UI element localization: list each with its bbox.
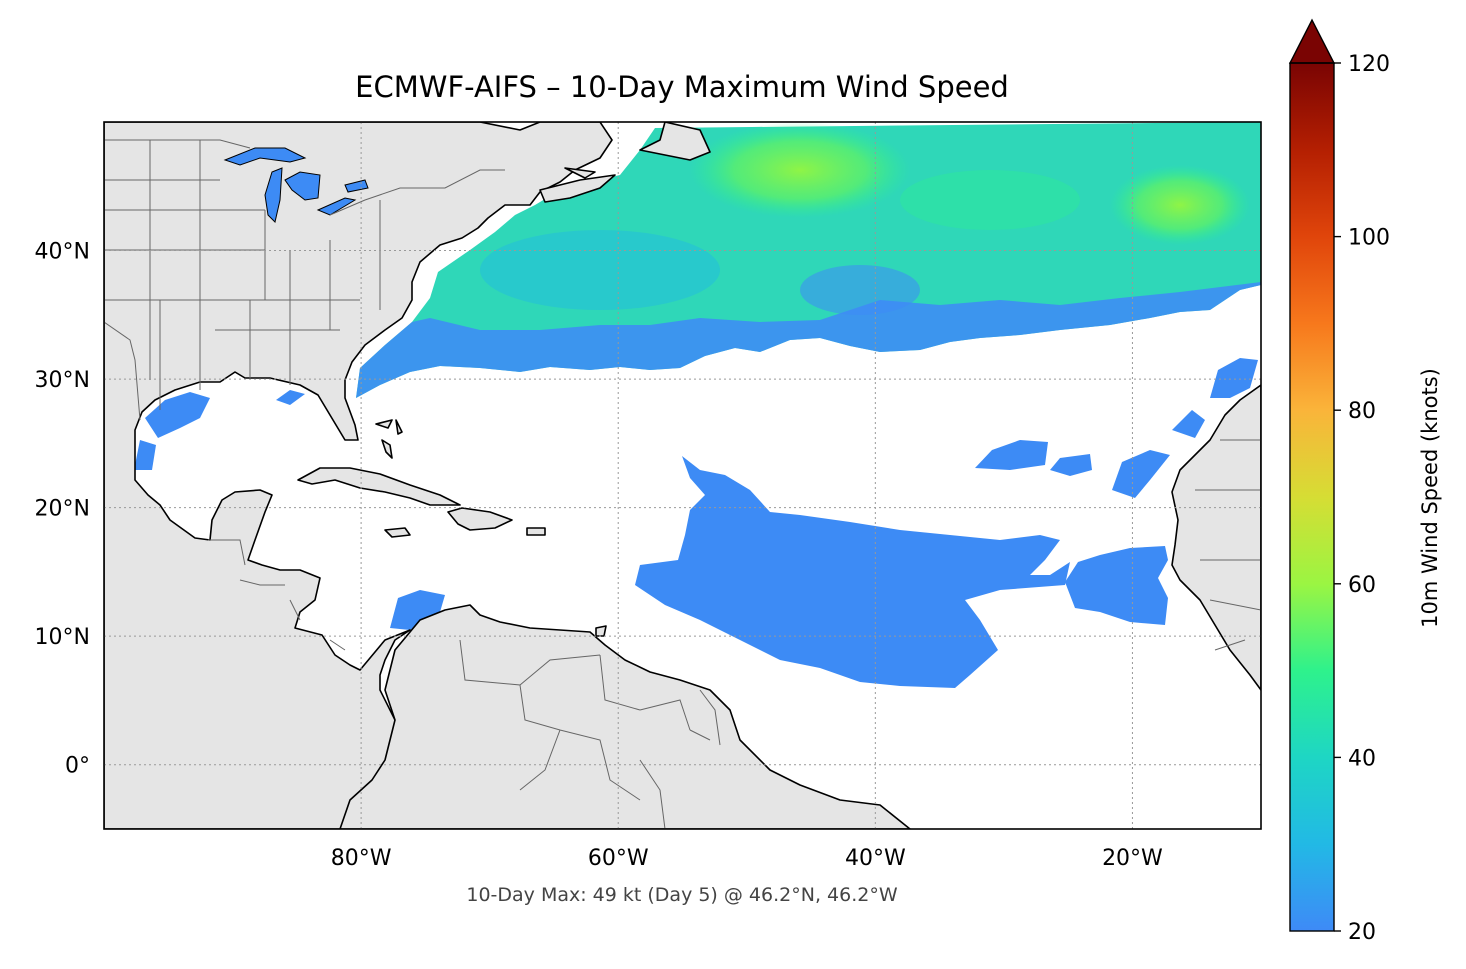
lat-tick-label: 20°N <box>35 497 90 522</box>
map-area <box>104 122 1261 829</box>
colorbar-tick-label: 20 <box>1348 920 1376 945</box>
north-america <box>104 122 613 829</box>
caribbean-wind-area <box>390 590 445 630</box>
lake-superior <box>223 147 307 166</box>
jamaica <box>384 527 411 538</box>
wind-patch-2 <box>1050 454 1092 476</box>
wind-patch-3 <box>1112 450 1170 498</box>
colorbar-extend-arrow <box>1288 18 1336 64</box>
bahamas-2 <box>381 439 393 459</box>
colorbar-tick-label: 60 <box>1348 573 1376 598</box>
wind-patch-5 <box>1210 358 1258 398</box>
newfoundland <box>639 122 711 161</box>
colorbar-label: 10m Wind Speed (knots) <box>1418 368 1442 628</box>
us-canada-border <box>104 139 505 216</box>
africa-borders <box>1195 439 1261 651</box>
colorbar-tick-label: 120 <box>1348 52 1390 77</box>
wind-patch-1 <box>975 440 1048 470</box>
colorbar-frame <box>1289 62 1335 932</box>
lat-tick-label: 30°N <box>35 368 90 393</box>
longitude-ticks: 80°W 60°W 40°W 20°W <box>331 846 1163 871</box>
prince-edward-island <box>564 167 596 179</box>
colorbar-ticks: 20 40 60 80 100 120 <box>1334 52 1390 945</box>
puerto-rico <box>526 527 546 536</box>
max-wind-caption: 10-Day Max: 49 kt (Day 5) @ 46.2°N, 46.2… <box>466 884 898 906</box>
gulf-wind-area <box>145 392 210 438</box>
colorbar-tick-label: 80 <box>1348 399 1376 424</box>
map-frame <box>103 121 1262 830</box>
colorbar-tick-label: 100 <box>1348 226 1390 251</box>
wind-peak-central <box>690 122 910 218</box>
central-tropical-wind-area <box>635 456 1070 688</box>
wind-lower-west <box>480 230 720 310</box>
colorbar-tick-label: 40 <box>1348 746 1376 771</box>
south-america <box>339 604 911 829</box>
north-atlantic-band-fringe <box>356 282 1261 398</box>
lon-tick-label: 60°W <box>588 846 649 871</box>
wind-peak-east <box>1110 165 1250 245</box>
lat-tick-label: 10°N <box>35 625 90 650</box>
lake-huron <box>284 171 321 201</box>
south-america-borders <box>459 639 721 829</box>
lat-tick-label: 0° <box>65 754 90 779</box>
east-tropical-wind-area <box>1065 546 1168 625</box>
central-america-borders <box>208 539 346 651</box>
hispaniola <box>447 507 513 531</box>
state-lines <box>104 140 381 410</box>
colorbar-gradient <box>1290 63 1334 931</box>
land <box>104 122 1261 829</box>
lake-ontario <box>344 179 369 193</box>
wind-patch-4 <box>1172 410 1205 438</box>
lon-tick-label: 40°W <box>845 846 906 871</box>
lon-tick-label: 20°W <box>1102 846 1163 871</box>
trinidad <box>595 625 607 637</box>
borders <box>104 139 1261 829</box>
bahamas-3 <box>395 419 403 435</box>
bahamas-1 <box>375 419 393 429</box>
lake-michigan <box>264 167 283 223</box>
nova-scotia <box>539 174 616 203</box>
gulf-wind-west <box>134 440 156 470</box>
gulf-wind-small <box>276 390 305 405</box>
wind-lull <box>800 265 920 315</box>
cuba <box>297 467 461 506</box>
wind-core-mid <box>900 170 1080 230</box>
lake-erie <box>316 197 357 216</box>
colorbar: 20 40 60 80 100 120 <box>1288 18 1390 945</box>
lat-tick-label: 40°N <box>35 240 90 265</box>
us-mexico-border <box>104 321 141 421</box>
latitude-ticks: 40°N 30°N 20°N 10°N 0° <box>35 240 90 779</box>
lon-tick-label: 80°W <box>331 846 392 871</box>
africa <box>1171 384 1261 691</box>
great-lakes <box>223 147 369 223</box>
map-title: ECMWF-AIFS – 10-Day Maximum Wind Speed <box>355 70 1009 104</box>
